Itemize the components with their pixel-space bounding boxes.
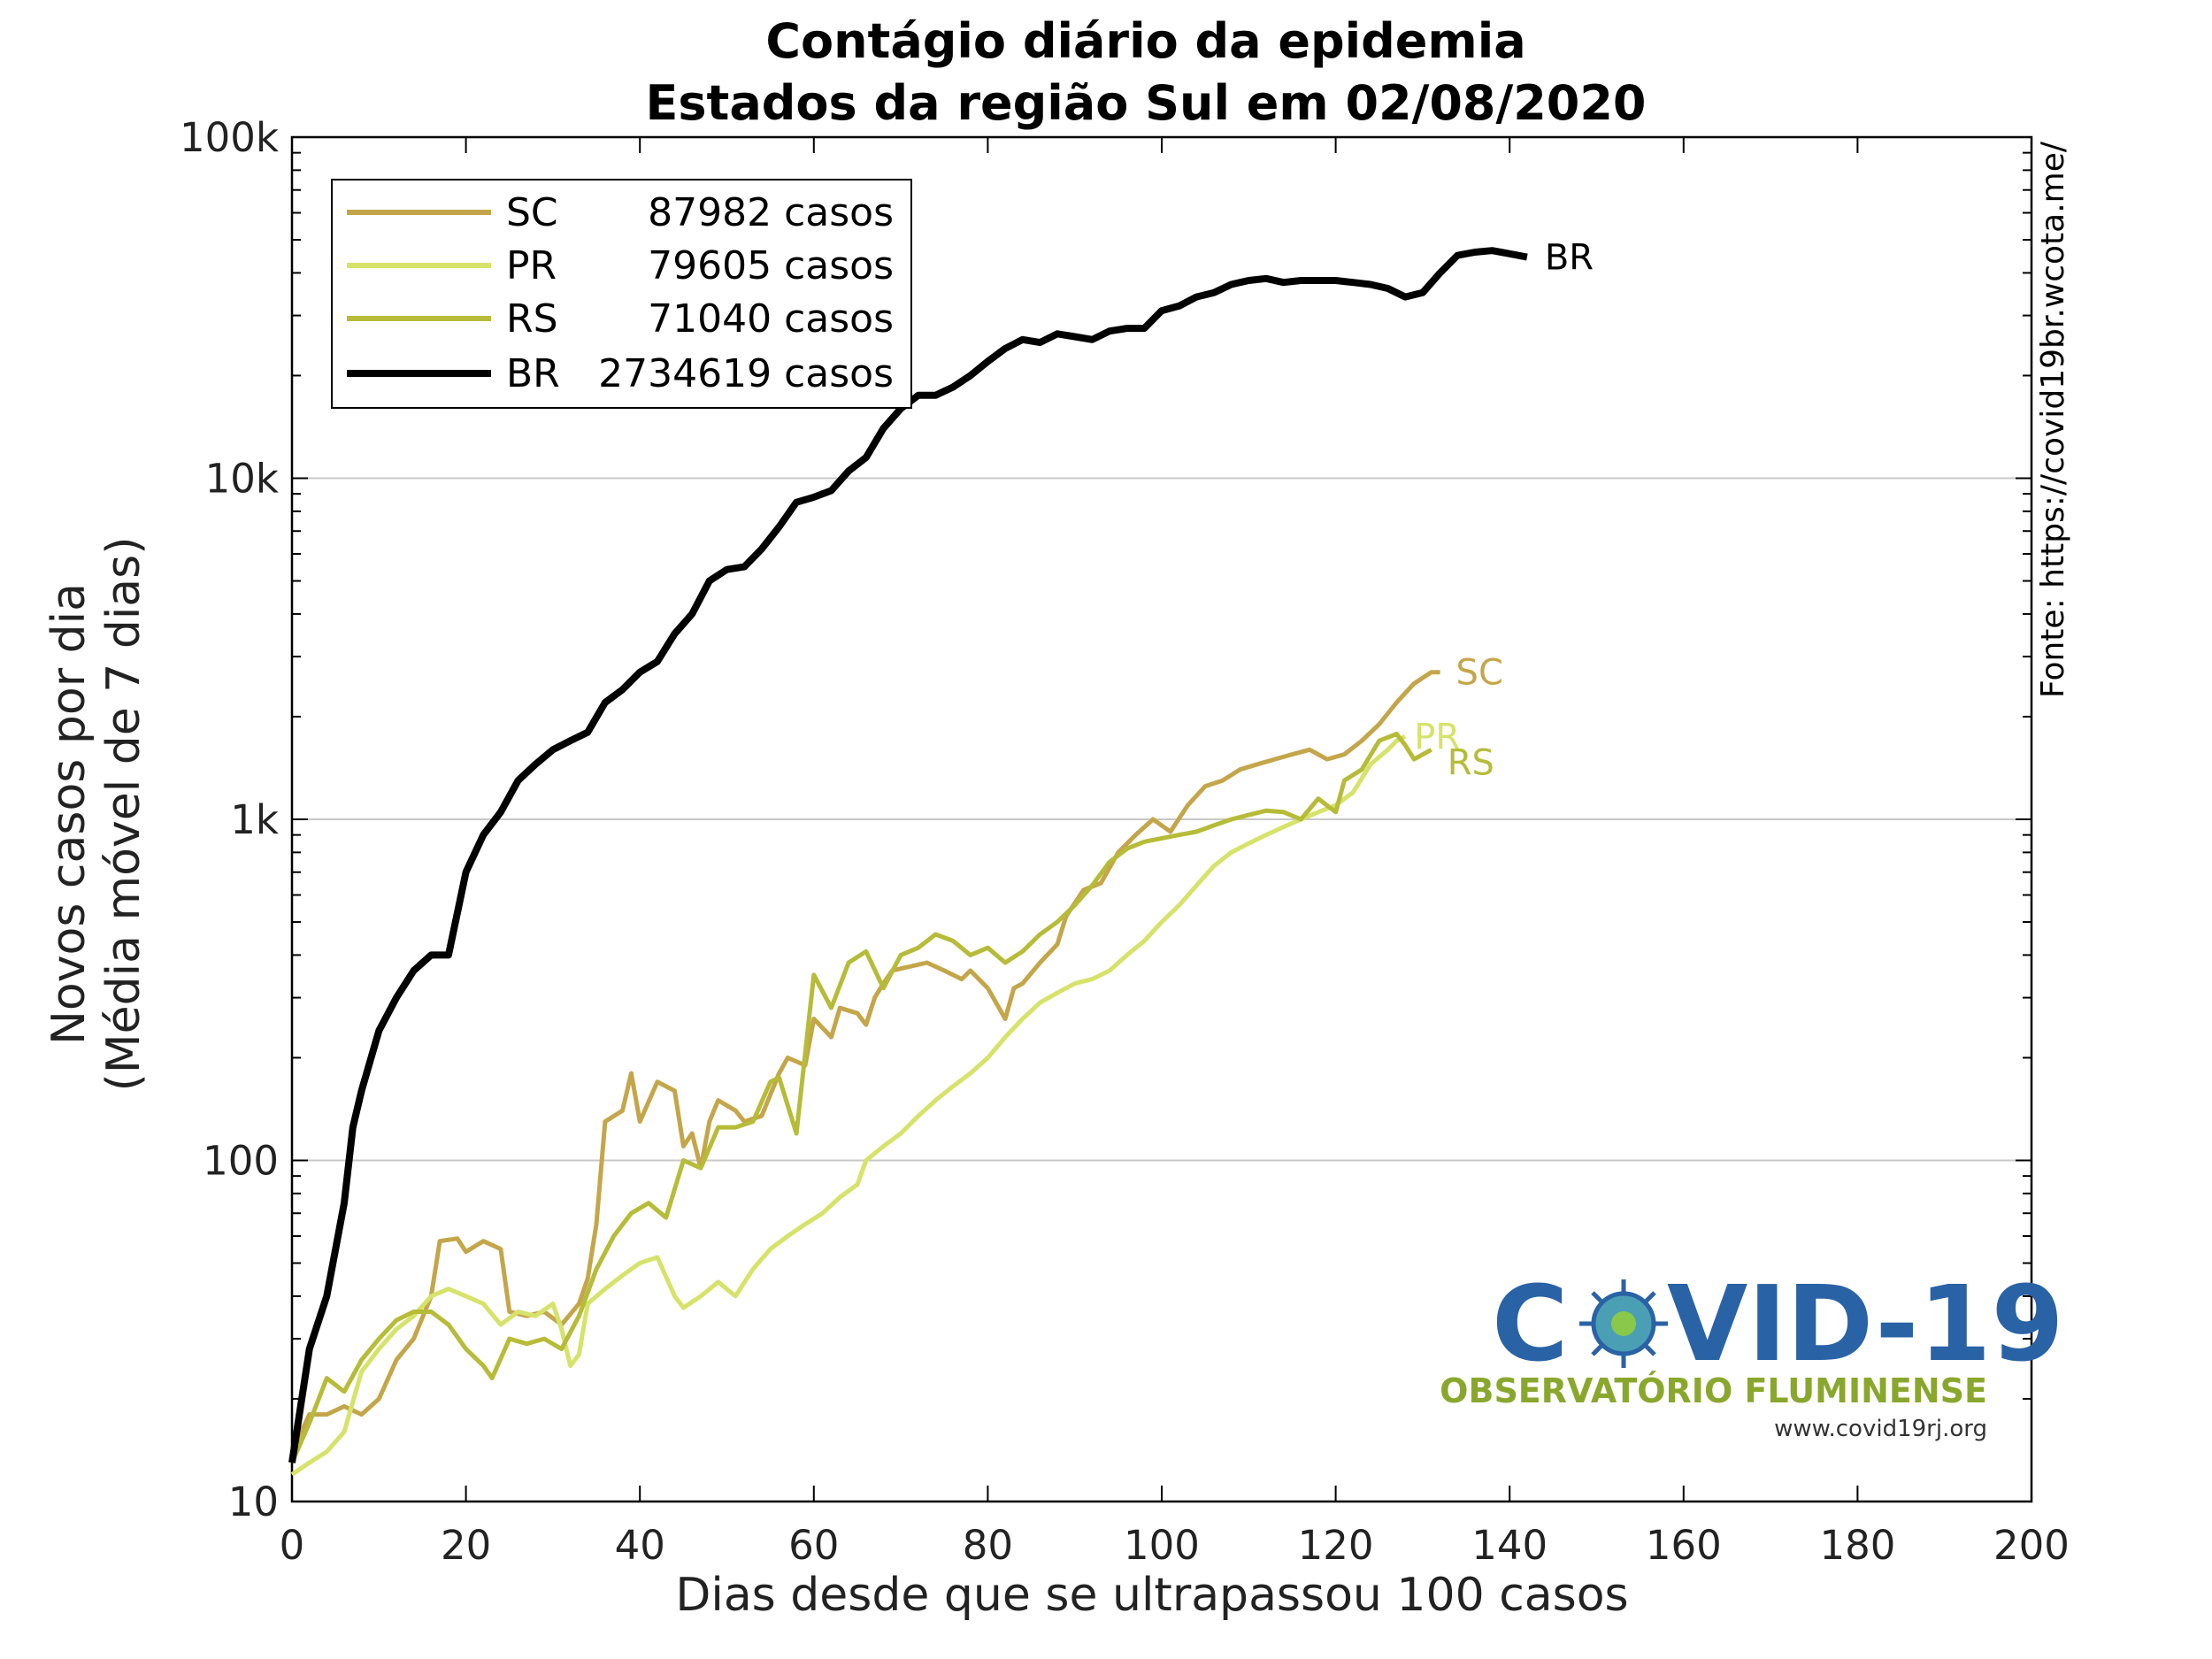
end-label-pr: PR xyxy=(1414,717,1460,757)
x-tick-label: 160 xyxy=(1646,1522,1722,1569)
legend-count-br: 2734619 casos xyxy=(598,351,894,396)
y-tick-label: 1k xyxy=(230,796,279,843)
legend-count-rs: 71040 casos xyxy=(648,296,894,342)
series-line-sc xyxy=(289,670,1440,1453)
y-axis-label-line1: Novos casos por dia xyxy=(42,583,96,1045)
x-tick-label: 40 xyxy=(615,1522,665,1569)
legend-name-br: BR xyxy=(506,351,560,396)
y-tick-label: 10k xyxy=(205,456,279,503)
x-tick-label: 80 xyxy=(963,1522,1013,1569)
x-tick-label: 100 xyxy=(1124,1522,1200,1569)
covid19-logo: C VID-19 OBSERVATÓRIO FLUMINENSE www.cov… xyxy=(1440,1263,2063,1442)
y-tick-label: 100k xyxy=(180,114,279,161)
series-line-pr xyxy=(290,734,1407,1477)
x-tick-labels: 0 20 40 60 80 100 120 140 160 180 200 xyxy=(280,1522,2070,1569)
legend-name-rs: RS xyxy=(506,296,558,342)
x-tick-label: 20 xyxy=(441,1522,491,1569)
x-tick-label: 140 xyxy=(1471,1522,1548,1569)
end-label-sc: SC xyxy=(1456,653,1503,694)
series-line-rs xyxy=(289,732,1432,1464)
logo-subtitle: OBSERVATÓRIO FLUMINENSE xyxy=(1440,1371,1987,1410)
legend-count-sc: 87982 casos xyxy=(648,190,894,235)
legend-name-pr: PR xyxy=(506,243,557,288)
x-tick-label: 180 xyxy=(1819,1522,1895,1569)
x-tick-label: 60 xyxy=(788,1522,839,1569)
series-line-br xyxy=(288,247,1528,1463)
series-layer xyxy=(288,247,1528,1477)
legend: SC 87982 casos PR 79605 casos RS 71040 c… xyxy=(331,179,912,409)
logo-text-right: VID-19 xyxy=(1667,1263,2064,1385)
y-tick-labels: 10 100 1k 10k 100k xyxy=(180,114,279,1525)
virus-icon xyxy=(1579,1279,1668,1368)
y-tick-label: 100 xyxy=(203,1138,279,1185)
end-label-br: BR xyxy=(1545,238,1594,279)
y-axis-label-line2: (Média móvel de 7 dias) xyxy=(97,536,150,1091)
logo-url: www.covid19rj.org xyxy=(1774,1416,1987,1442)
end-label-rs: RS xyxy=(1448,742,1494,783)
x-tick-label: 200 xyxy=(1993,1522,2070,1569)
source-note: Fonte: https://covid19br.wcota.me/ xyxy=(2035,141,2071,698)
x-axis-label: Dias desde que se ultrapassou 100 casos xyxy=(675,1569,1628,1622)
chart-title: Contágio diário da epidemia xyxy=(765,13,1525,69)
x-tick-label: 120 xyxy=(1298,1522,1374,1569)
legend-count-pr: 79605 casos xyxy=(648,243,894,288)
chart-subtitle: Estados da região Sul em 02/08/2020 xyxy=(646,75,1647,131)
logo-text-left: C xyxy=(1492,1263,1569,1385)
x-tick-label: 0 xyxy=(280,1522,305,1569)
minor-ticks xyxy=(291,137,2032,1502)
y-tick-label: 10 xyxy=(228,1479,279,1525)
legend-name-sc: SC xyxy=(506,190,558,235)
